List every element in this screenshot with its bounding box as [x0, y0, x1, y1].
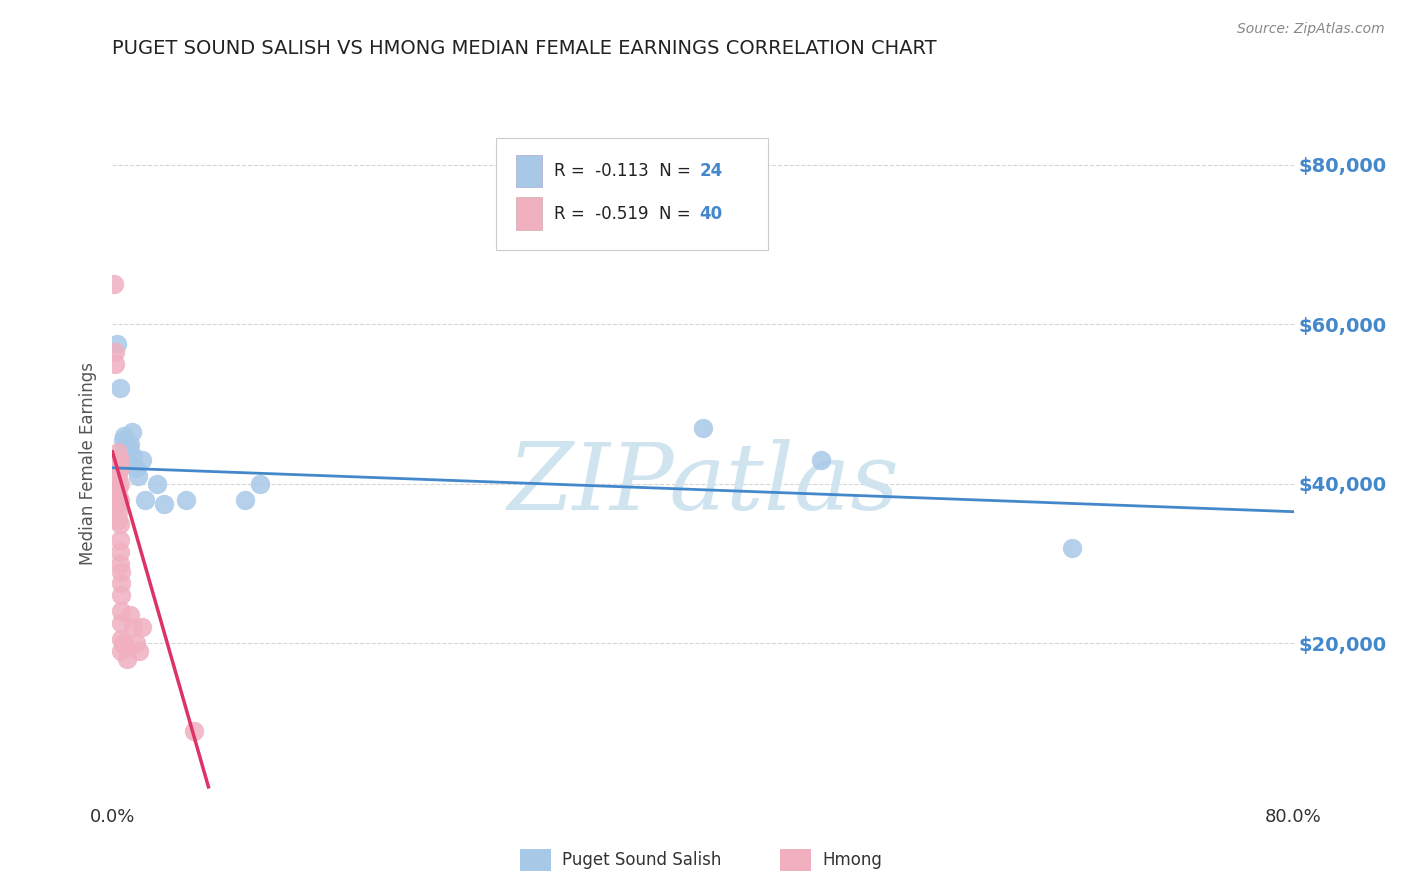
- Point: [108, 492, 131, 507]
- Point: [146, 476, 169, 491]
- Point: [104, 345, 127, 359]
- Point: [122, 449, 145, 463]
- Point: [127, 468, 149, 483]
- Point: [108, 516, 131, 531]
- Y-axis label: Median Female Earnings: Median Female Earnings: [79, 362, 97, 566]
- Point: [107, 460, 129, 475]
- Point: [125, 636, 148, 650]
- Point: [108, 557, 131, 571]
- Point: [131, 453, 153, 467]
- Point: [105, 460, 128, 475]
- Point: [111, 636, 134, 650]
- Point: [112, 636, 135, 650]
- Point: [134, 492, 156, 507]
- Point: [107, 468, 129, 483]
- Text: R =  -0.519  N =: R = -0.519 N =: [554, 204, 696, 223]
- Point: [183, 724, 205, 739]
- Text: R =  -0.113  N =: R = -0.113 N =: [554, 162, 696, 180]
- Point: [103, 277, 125, 292]
- Text: PUGET SOUND SALISH VS HMONG MEDIAN FEMALE EARNINGS CORRELATION CHART: PUGET SOUND SALISH VS HMONG MEDIAN FEMAL…: [112, 39, 938, 58]
- Point: [174, 492, 197, 507]
- Point: [153, 497, 176, 511]
- Point: [110, 644, 132, 658]
- Point: [118, 441, 141, 455]
- Point: [108, 460, 131, 475]
- Point: [117, 457, 138, 471]
- Point: [110, 453, 132, 467]
- Point: [105, 337, 128, 351]
- Point: [108, 381, 131, 395]
- Text: 40: 40: [699, 204, 723, 223]
- Point: [105, 465, 128, 479]
- Point: [110, 632, 132, 647]
- Point: [120, 608, 142, 623]
- Point: [110, 565, 132, 579]
- Point: [112, 429, 135, 443]
- Point: [810, 453, 832, 467]
- Text: 24: 24: [699, 162, 723, 180]
- Point: [107, 481, 129, 495]
- Point: [108, 544, 131, 558]
- Point: [105, 473, 128, 487]
- Text: Hmong: Hmong: [823, 851, 883, 869]
- FancyBboxPatch shape: [516, 197, 543, 230]
- Point: [110, 576, 132, 591]
- Point: [108, 476, 131, 491]
- FancyBboxPatch shape: [516, 154, 543, 187]
- Point: [114, 453, 136, 467]
- Point: [108, 453, 131, 467]
- Point: [107, 497, 129, 511]
- Point: [117, 652, 138, 666]
- Point: [108, 533, 131, 547]
- Point: [131, 620, 153, 634]
- FancyBboxPatch shape: [496, 138, 768, 251]
- Text: Puget Sound Salish: Puget Sound Salish: [562, 851, 721, 869]
- Point: [120, 437, 142, 451]
- Point: [104, 357, 127, 371]
- Point: [110, 616, 132, 631]
- Point: [233, 492, 256, 507]
- Point: [121, 425, 143, 439]
- Point: [114, 640, 136, 655]
- Text: Source: ZipAtlas.com: Source: ZipAtlas.com: [1237, 22, 1385, 37]
- Point: [107, 489, 129, 503]
- Point: [1062, 541, 1084, 555]
- Point: [107, 445, 129, 459]
- Point: [110, 604, 132, 618]
- Point: [249, 476, 271, 491]
- Point: [110, 589, 132, 603]
- Point: [692, 421, 714, 435]
- Point: [105, 453, 128, 467]
- Point: [107, 513, 129, 527]
- Point: [125, 460, 148, 475]
- Point: [112, 441, 135, 455]
- Point: [111, 433, 134, 447]
- Text: ZIPatlas: ZIPatlas: [508, 439, 898, 529]
- Point: [128, 644, 150, 658]
- Point: [107, 505, 129, 519]
- Point: [122, 620, 145, 634]
